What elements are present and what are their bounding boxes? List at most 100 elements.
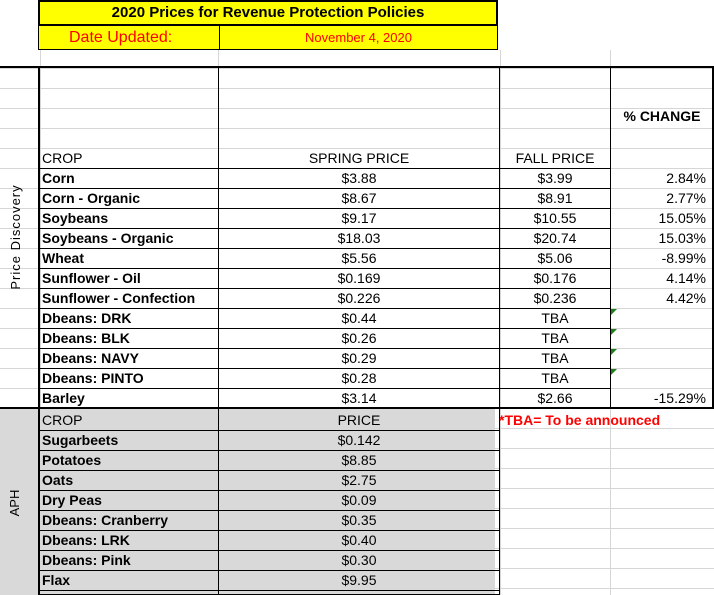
spring-price-cell: $5.56 (341, 250, 377, 266)
border-line (38, 66, 40, 595)
aph-crop-cell: Oats (42, 472, 74, 488)
aph-side-background (0, 408, 40, 595)
cell-flag-icon (610, 329, 617, 336)
border-line (40, 450, 499, 451)
border-line (218, 66, 219, 595)
fall-price-cell: TBA (541, 350, 569, 366)
aph-price-cell: $0.40 (341, 532, 377, 548)
date-label: Date Updated: (69, 29, 173, 46)
cell-flag-icon (610, 349, 617, 356)
aph-price-cell: $0.09 (341, 492, 377, 508)
fall-price-cell: $20.74 (533, 230, 577, 246)
pct-change-cell: 2.77% (666, 190, 706, 206)
crop-cell: Corn - Organic (42, 190, 141, 206)
border-line (40, 430, 499, 431)
aph-price-header: PRICE (337, 412, 381, 428)
fall-price-cell: $0.236 (533, 290, 577, 306)
border-line (40, 248, 610, 249)
border-line (40, 328, 610, 329)
pct-change-cell (610, 308, 714, 328)
pct-change-header: % CHANGE (623, 108, 701, 124)
spring-price-cell: $0.28 (341, 370, 377, 386)
border-line (610, 66, 611, 408)
aph-crop-cell: Dbeans: Pink (42, 552, 131, 568)
fall-price-header: FALL PRICE (515, 150, 595, 166)
crop-cell: Corn (42, 170, 75, 186)
spring-price-cell: $0.226 (337, 290, 381, 306)
crop-cell: Sunflower - Confection (42, 290, 196, 306)
aph-price-cell: $2.75 (341, 472, 377, 488)
fall-price-cell: $3.99 (537, 170, 573, 186)
border-line (40, 168, 610, 169)
border-line (40, 408, 610, 409)
crop-cell: Sunflower - Oil (42, 270, 141, 286)
date-value: November 4, 2020 (305, 30, 412, 45)
pct-change-cell (610, 368, 714, 388)
aph-crop-cell: Dbeans: Cranberry (42, 512, 169, 528)
pct-change-cell: -8.99% (661, 250, 706, 266)
grid-line (0, 68, 714, 69)
fall-price-cell: TBA (541, 370, 569, 386)
border-line (40, 388, 610, 389)
aph-crop-cell: Flax (42, 572, 71, 588)
page-title: 2020 Prices for Revenue Protection Polic… (111, 4, 425, 21)
aph-price-cell: $0.142 (337, 432, 381, 448)
grid-line (0, 108, 714, 109)
date-label-cell: Date Updated: (38, 26, 220, 50)
spring-price-cell: $8.67 (341, 190, 377, 206)
crop-cell: Dbeans: PINTO (42, 370, 144, 386)
spring-price-cell: $0.26 (341, 330, 377, 346)
aph-crop-header: CROP (42, 412, 83, 428)
border-line (40, 470, 499, 471)
border-line (40, 268, 610, 269)
border-line (40, 590, 499, 591)
border-line (40, 288, 610, 289)
crop-cell: Soybeans (42, 210, 109, 226)
aph-table-background (40, 408, 495, 595)
spring-price-cell: $9.17 (341, 210, 377, 226)
aph-label: APH (7, 489, 22, 517)
price-discovery-label: Price Discovery (8, 184, 23, 290)
aph-price-cell: $0.30 (341, 552, 377, 568)
border-line (40, 308, 610, 309)
border-line (0, 66, 714, 68)
pct-change-cell: 2.84% (666, 170, 706, 186)
aph-crop-cell: Dbeans: LRK (42, 532, 130, 548)
border-line (40, 368, 610, 369)
spring-price-cell: $0.44 (341, 310, 377, 326)
pct-change-cell (610, 348, 714, 368)
border-line (40, 208, 610, 209)
spring-price-cell: $18.03 (337, 230, 381, 246)
crop-cell: Soybeans - Organic (42, 230, 174, 246)
crop-cell: Dbeans: DRK (42, 310, 132, 326)
border-line (40, 530, 499, 531)
fall-price-cell: $0.176 (533, 270, 577, 286)
fall-price-cell: $2.66 (537, 390, 573, 406)
border-line (40, 510, 499, 511)
fall-price-cell: $8.91 (537, 190, 573, 206)
grid-line (0, 88, 714, 89)
crop-cell: Wheat (42, 250, 84, 266)
aph-crop-cell: Dry Peas (42, 492, 102, 508)
pct-change-cell: 15.03% (658, 230, 706, 246)
fall-price-cell: TBA (541, 310, 569, 326)
grid-line (0, 148, 714, 149)
pct-change-cell: 4.14% (666, 270, 706, 286)
pct-change-cell (610, 328, 714, 348)
spring-price-cell: $3.88 (341, 170, 377, 186)
tba-note: *TBA= To be announced (499, 412, 661, 428)
grid-line (500, 50, 501, 595)
border-line (499, 66, 500, 595)
aph-price-cell: $9.95 (341, 572, 377, 588)
pct-change-cell: -15.29% (653, 390, 706, 406)
crop-cell: Dbeans: NAVY (42, 350, 139, 366)
border-line (40, 348, 610, 349)
cell-flag-icon (610, 369, 617, 376)
aph-price-cell: $0.35 (341, 512, 377, 528)
grid-line (40, 50, 41, 595)
crop-cell: Barley (42, 390, 85, 406)
aph-price-cell: $8.85 (341, 452, 377, 468)
spring-price-cell: $3.14 (341, 390, 377, 406)
spring-price-cell: $0.169 (337, 270, 381, 286)
grid-line (0, 128, 714, 129)
